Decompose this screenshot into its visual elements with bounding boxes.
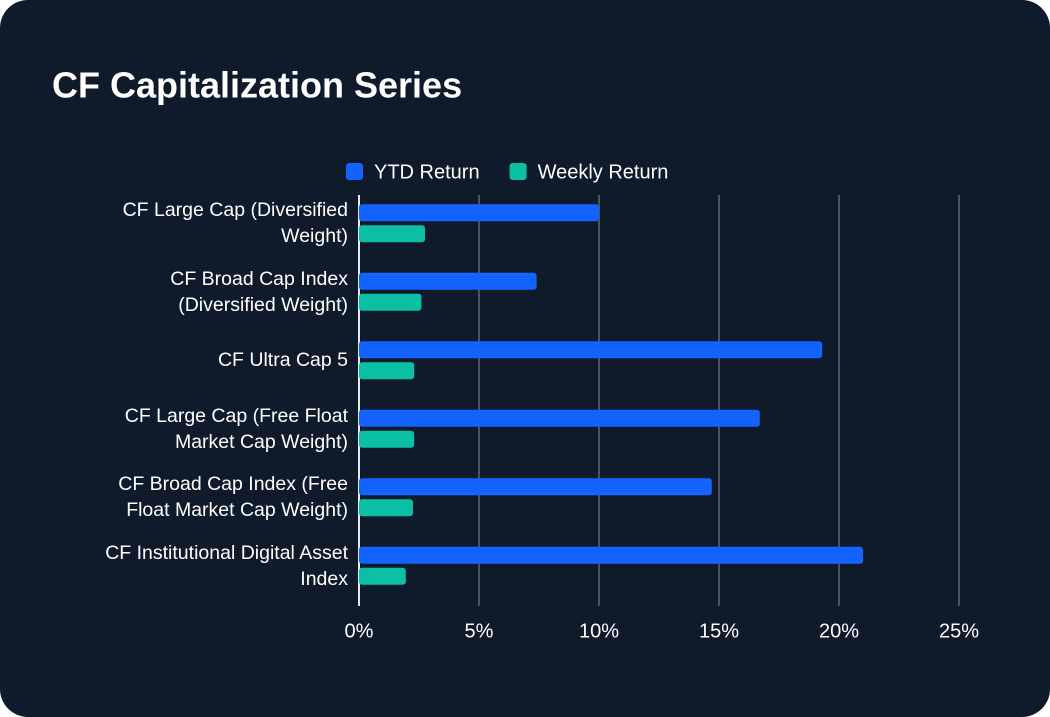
legend-label: Weekly Return: [538, 161, 669, 183]
y-tick-label: CF Ultra Cap 5: [217, 349, 348, 372]
y-tick-label: CF Broad Cap Index (Free Float Market Ca…: [118, 473, 348, 522]
y-tick-label: CF Large Cap (Diversified Weight): [122, 199, 348, 248]
x-tick-label: 20%: [819, 620, 859, 642]
x-tick-label: 10%: [579, 620, 619, 642]
bar: [359, 341, 823, 359]
bar: [359, 293, 422, 311]
bar: [359, 362, 415, 380]
legend-swatch: [346, 163, 363, 180]
y-tick-label: CF Broad Cap Index (Diversified Weight): [170, 267, 348, 316]
bar: [359, 430, 415, 448]
x-tick-label: 15%: [699, 620, 739, 642]
bar: [359, 204, 599, 222]
x-tick-label: 0%: [345, 620, 374, 642]
bar: [359, 478, 712, 496]
x-tick-label: 25%: [939, 620, 979, 642]
y-tick-label: CF Large Cap (Free Float Market Cap Weig…: [124, 404, 348, 453]
y-tick-label: CF Institutional Digital Asset Index: [105, 541, 348, 590]
bar: [359, 499, 413, 517]
bar: [359, 546, 863, 564]
legend-label: YTD Return: [374, 161, 480, 183]
bar: [359, 409, 760, 427]
legend-swatch: [509, 163, 527, 180]
x-tick-label: 5%: [465, 620, 494, 642]
chart-title: CF Capitalization Series: [52, 65, 462, 106]
bar: [359, 567, 406, 585]
bar: [359, 272, 537, 290]
bar: [359, 225, 425, 243]
